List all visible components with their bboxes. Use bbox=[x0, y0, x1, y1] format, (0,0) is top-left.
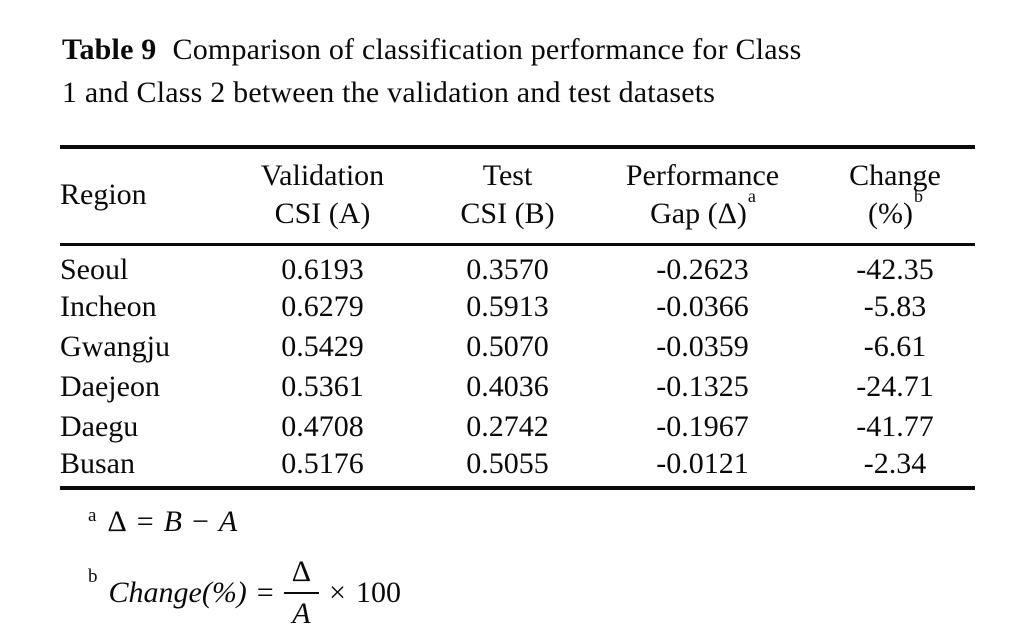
cell-change: -6.61 bbox=[863, 330, 927, 363]
footnote-b-formula: Change(%) = Δ A × 100 bbox=[109, 555, 401, 631]
table-footnotes: a Δ = B − A b Change(%) = Δ A × 100 bbox=[88, 505, 401, 631]
formula-term-100: 100 bbox=[355, 576, 401, 609]
cell-region: Daegu bbox=[60, 410, 139, 443]
table-caption-line1: Table 9 Comparison of classification perf… bbox=[62, 28, 801, 71]
formula-term-change-pct: Change(%) bbox=[108, 576, 247, 609]
cell-performance-gap: -0.1325 bbox=[656, 370, 749, 403]
header-change-line2: (%)b bbox=[815, 187, 975, 233]
footnote-ref-b: b bbox=[913, 186, 923, 206]
header-gap-line2: Gap (Δ)a bbox=[590, 187, 815, 233]
cell-test-csi: 0.4036 bbox=[466, 370, 549, 403]
minus-sign: − bbox=[191, 505, 209, 538]
footnote-ref-a: a bbox=[747, 186, 756, 206]
table-caption-label: Table 9 bbox=[62, 33, 157, 66]
header-test-line1: Test bbox=[482, 159, 533, 192]
cell-test-csi: 0.5055 bbox=[466, 447, 549, 480]
formula-term-b: B bbox=[163, 505, 182, 538]
footnote-b: b Change(%) = Δ A × 100 bbox=[88, 555, 401, 631]
header-validation-line2: CSI (A) bbox=[274, 197, 371, 230]
cell-performance-gap: -0.2623 bbox=[656, 253, 749, 286]
equals-sign: = bbox=[136, 505, 154, 538]
cell-region: Busan bbox=[60, 447, 135, 480]
column-header-validation-csi: Validation CSI (A) bbox=[220, 147, 425, 246]
footnote-a-formula: Δ = B − A bbox=[107, 505, 237, 539]
equals-sign: = bbox=[256, 576, 274, 609]
cell-region: Incheon bbox=[60, 290, 157, 323]
cell-performance-gap: -0.1967 bbox=[656, 410, 749, 443]
cell-test-csi: 0.2742 bbox=[466, 410, 549, 443]
cell-region: Seoul bbox=[60, 253, 129, 286]
cell-performance-gap: -0.0359 bbox=[656, 330, 749, 363]
table-caption-line2: 1 and Class 2 between the validation and… bbox=[62, 71, 801, 114]
cell-test-csi: 0.3570 bbox=[466, 253, 549, 286]
cell-change: -2.34 bbox=[863, 447, 927, 480]
cell-change: -5.83 bbox=[863, 290, 927, 323]
fraction: Δ A bbox=[283, 555, 320, 631]
cell-validation-csi: 0.5429 bbox=[281, 330, 364, 363]
cell-change: -42.35 bbox=[856, 253, 934, 286]
cell-validation-csi: 0.5176 bbox=[281, 447, 364, 480]
cell-performance-gap: -0.0121 bbox=[656, 447, 749, 480]
cell-test-csi: 0.5070 bbox=[466, 330, 549, 363]
table-row: Daejeon 0.5361 0.4036 -0.1325 -24.71 bbox=[60, 367, 975, 407]
fraction-denominator: A bbox=[283, 592, 320, 631]
table-caption-text2: 1 and Class 2 between the validation and… bbox=[62, 76, 716, 109]
cell-region: Daejeon bbox=[60, 370, 160, 403]
cell-validation-csi: 0.6279 bbox=[281, 290, 364, 323]
cell-validation-csi: 0.4708 bbox=[281, 410, 364, 443]
cell-validation-csi: 0.5361 bbox=[281, 370, 364, 403]
footnote-b-marker: b bbox=[88, 566, 98, 587]
table-row: Daegu 0.4708 0.2742 -0.1967 -41.77 bbox=[60, 407, 975, 447]
column-header-region: Region bbox=[60, 147, 220, 246]
cell-test-csi: 0.5913 bbox=[466, 290, 549, 323]
header-test-line2: CSI (B) bbox=[460, 197, 555, 230]
table-row: Gwangju 0.5429 0.5070 -0.0359 -6.61 bbox=[60, 327, 975, 367]
header-change-line1: Change bbox=[849, 159, 941, 192]
header-change-text: (%) bbox=[868, 197, 913, 230]
formula-term-a: A bbox=[218, 505, 238, 538]
column-header-change: Change (%)b bbox=[815, 147, 975, 246]
header-region-label: Region bbox=[60, 178, 147, 211]
table-caption: Table 9 Comparison of classification perf… bbox=[62, 28, 801, 114]
column-header-performance-gap: Performance Gap (Δ)a bbox=[590, 147, 815, 246]
table-row: Incheon 0.6279 0.5913 -0.0366 -5.83 bbox=[60, 287, 975, 327]
column-header-test-csi: Test CSI (B) bbox=[425, 147, 590, 246]
table-row: Busan 0.5176 0.5055 -0.0121 -2.34 bbox=[60, 447, 975, 488]
cell-performance-gap: -0.0366 bbox=[656, 290, 749, 323]
table-caption-text1: Comparison of classification performance… bbox=[172, 33, 802, 66]
header-validation-line1: Validation bbox=[260, 159, 385, 192]
cell-validation-csi: 0.6193 bbox=[281, 253, 364, 286]
cell-region: Gwangju bbox=[60, 330, 170, 363]
cell-change: -24.71 bbox=[856, 370, 934, 403]
formula-term-delta: Δ bbox=[107, 505, 127, 538]
multiply-sign: × bbox=[329, 576, 346, 609]
fraction-numerator: Δ bbox=[291, 555, 312, 588]
performance-table: Region Validation CSI (A) Test CSI (B) P… bbox=[60, 145, 975, 490]
cell-change: -41.77 bbox=[856, 410, 934, 443]
header-gap-line1: Performance bbox=[625, 159, 780, 192]
footnote-a-marker: a bbox=[88, 505, 97, 526]
header-row: Region Validation CSI (A) Test CSI (B) P… bbox=[60, 147, 975, 246]
table-row: Seoul 0.6193 0.3570 -0.2623 -42.35 bbox=[60, 245, 975, 288]
header-gap-text: Gap (Δ) bbox=[650, 197, 747, 230]
footnote-a: a Δ = B − A bbox=[88, 505, 401, 543]
